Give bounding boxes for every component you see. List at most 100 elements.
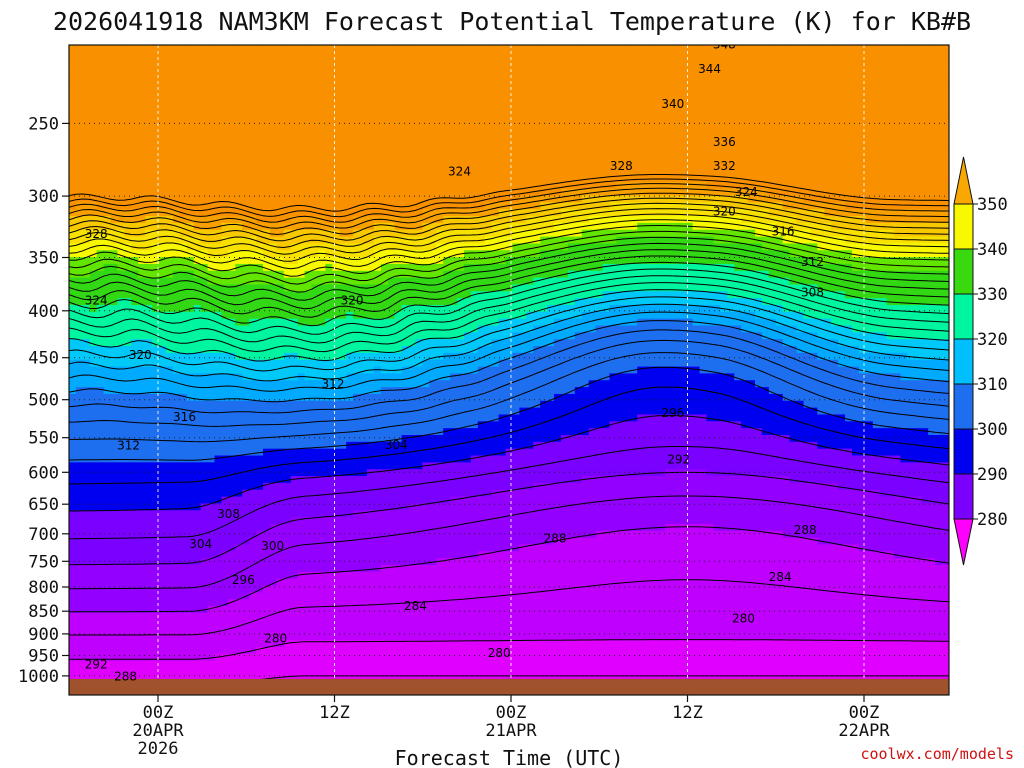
- field-cell: [838, 127, 846, 135]
- field-cell: [567, 72, 576, 80]
- field-cell: [484, 188, 493, 197]
- field-cell: [484, 99, 493, 108]
- field-cell: [768, 188, 777, 197]
- field-cell: [858, 133, 867, 142]
- field-cell: [761, 181, 770, 190]
- field-cell: [824, 147, 832, 156]
- field-cell: [408, 270, 417, 279]
- field-cell: [75, 45, 84, 53]
- field-cell: [408, 202, 417, 210]
- field-cell: [373, 72, 382, 80]
- field-cell: [415, 291, 423, 299]
- field-cell: [838, 257, 846, 265]
- field-cell: [935, 45, 943, 53]
- field-cell: [242, 188, 250, 197]
- field-cell: [609, 113, 617, 121]
- field-cell: [166, 92, 174, 101]
- field-cell: [567, 209, 576, 217]
- field-cell: [159, 92, 167, 101]
- field-cell: [89, 58, 98, 67]
- field-cell: [567, 161, 576, 169]
- field-cell: [616, 277, 624, 286]
- field-cell: [463, 195, 472, 203]
- field-cell: [484, 86, 493, 94]
- field-cell: [942, 298, 949, 306]
- field-cell: [256, 106, 264, 115]
- field-cell: [547, 79, 555, 87]
- field-cell: [75, 86, 84, 94]
- field-cell: [269, 127, 278, 135]
- field-cell: [879, 270, 888, 279]
- field-cell: [921, 86, 929, 94]
- field-cell: [754, 161, 763, 169]
- field-cell: [491, 58, 500, 67]
- field-cell: [311, 58, 320, 67]
- field-cell: [491, 236, 500, 245]
- field-cell: [339, 250, 347, 258]
- field-cell: [595, 298, 604, 306]
- field-cell: [907, 58, 915, 67]
- field-cell: [900, 277, 909, 286]
- field-cell: [893, 175, 902, 183]
- field-cell: [838, 270, 846, 279]
- field-cell: [193, 65, 202, 73]
- field-cell: [644, 140, 652, 149]
- field-cell: [353, 284, 361, 292]
- field-cell: [547, 127, 555, 135]
- field-cell: [394, 291, 403, 299]
- field-cell: [228, 106, 236, 115]
- field-cell: [450, 127, 458, 135]
- field-cell: [457, 195, 465, 203]
- field-cell: [256, 79, 264, 87]
- field-cell: [470, 154, 479, 162]
- field-cell: [339, 72, 347, 80]
- field-cell: [775, 120, 784, 128]
- field-cell: [616, 195, 624, 203]
- field-cell: [761, 92, 770, 101]
- field-cell: [283, 120, 292, 128]
- field-cell: [907, 127, 915, 135]
- field-cell: [616, 86, 624, 94]
- field-cell: [353, 291, 361, 299]
- field-cell: [754, 154, 763, 162]
- field-cell: [512, 284, 520, 292]
- field-cell: [713, 161, 721, 169]
- field-cell: [928, 161, 936, 169]
- field-cell: [810, 161, 818, 169]
- field-cell: [179, 147, 188, 156]
- field-cell: [408, 140, 417, 149]
- field-cell: [893, 140, 902, 149]
- field-cell: [304, 106, 313, 115]
- field-cell: [789, 154, 798, 162]
- field-cell: [685, 113, 694, 121]
- field-cell: [706, 92, 715, 101]
- field-cell: [609, 175, 617, 183]
- field-cell: [921, 250, 929, 258]
- field-cell: [152, 277, 160, 286]
- field-cell: [110, 86, 119, 94]
- field-cell: [82, 277, 91, 286]
- field-cell: [588, 277, 597, 286]
- field-cell: [450, 79, 458, 87]
- field-cell: [457, 229, 465, 238]
- field-cell: [540, 113, 548, 121]
- field-cell: [768, 120, 777, 128]
- field-cell: [907, 51, 915, 60]
- field-cell: [318, 106, 326, 115]
- field-cell: [630, 161, 638, 169]
- field-cell: [609, 99, 617, 108]
- field-cell: [221, 161, 229, 169]
- field-cell: [450, 270, 458, 279]
- field-cell: [69, 168, 77, 176]
- field-cell: [325, 181, 333, 190]
- field-cell: [138, 45, 146, 53]
- field-cell: [817, 243, 825, 251]
- field-cell: [616, 127, 624, 135]
- field-cell: [900, 133, 909, 142]
- field-cell: [782, 154, 791, 162]
- field-cell: [644, 154, 652, 162]
- field-cell: [110, 181, 119, 190]
- field-cell: [214, 140, 223, 149]
- field-cell: [900, 92, 909, 101]
- field-cell: [283, 277, 292, 286]
